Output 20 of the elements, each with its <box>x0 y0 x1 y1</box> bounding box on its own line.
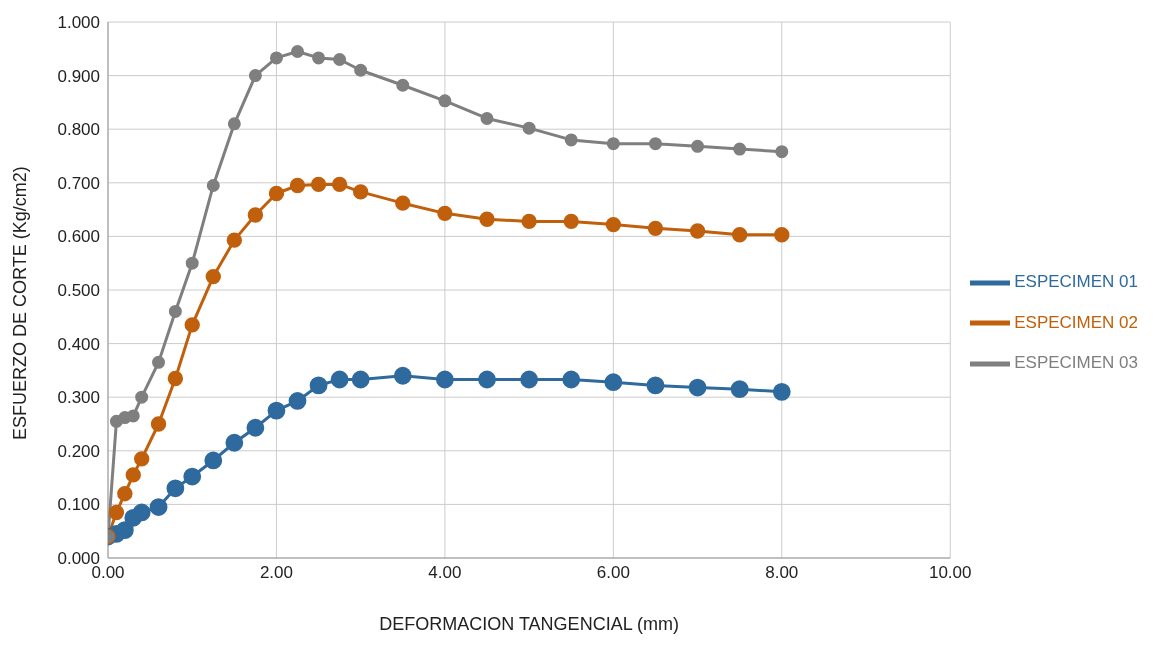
y-tick-label: 0.200 <box>57 441 100 461</box>
y-tick-label: 0.300 <box>57 388 100 408</box>
y-tick-label: 0.500 <box>57 281 100 301</box>
y-tick-label: 0.600 <box>57 227 100 247</box>
y-tick-label: 0.800 <box>57 120 100 140</box>
x-tick-label: 4.00 <box>428 563 462 583</box>
x-tick-label: 8.00 <box>765 563 799 583</box>
legend-label: ESPECIMEN 03 <box>1014 353 1138 373</box>
y-tick-label: 0.700 <box>57 173 100 193</box>
x-tick-label: 2.00 <box>259 563 293 583</box>
y-tick-label: 1.000 <box>57 13 100 33</box>
y-tick-label: 0.100 <box>57 495 100 515</box>
y-tick-label: 0.900 <box>57 66 100 86</box>
y-tick-label: 0.400 <box>57 334 100 354</box>
y-axis-title: ESFUERZO DE CORTE (Kg/cm2) <box>10 166 31 440</box>
x-axis-title: DEFORMACION TANGENCIAL (mm) <box>379 614 679 634</box>
x-tick-label: 10.00 <box>928 563 972 583</box>
legend-label: ESPECIMEN 02 <box>1014 312 1138 332</box>
legend-label: ESPECIMEN 01 <box>1014 272 1138 292</box>
x-tick-label: 6.00 <box>596 563 630 583</box>
